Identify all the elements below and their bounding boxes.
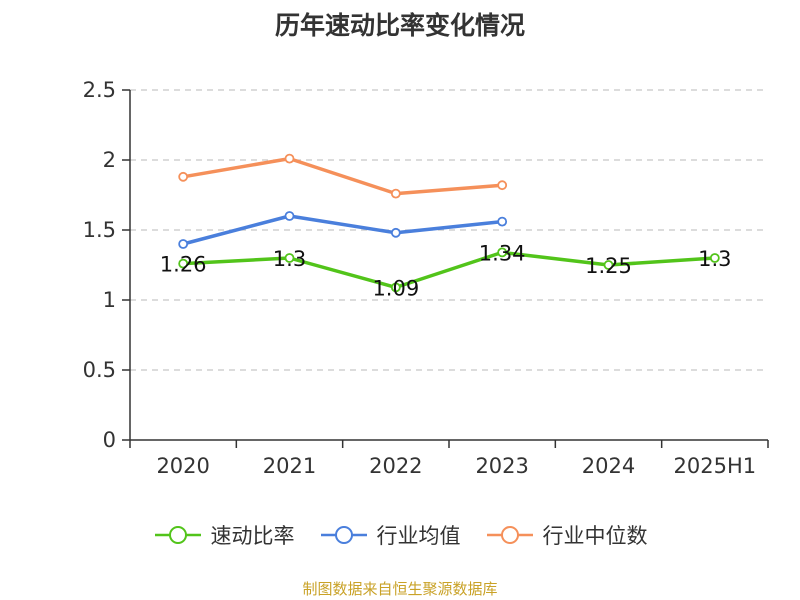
series-line — [182, 156, 503, 196]
y-tick-label: 2 — [103, 148, 116, 172]
legend-label: 速动比率 — [210, 524, 295, 548]
data-point — [497, 247, 508, 258]
data-label: 1.3 — [273, 247, 306, 271]
data-label: 1.34 — [479, 241, 526, 265]
gridlines — [130, 89, 768, 371]
legend-label: 行业均值 — [376, 524, 461, 548]
data-label: 1.09 — [372, 276, 419, 300]
source-note: 制图数据来自恒生聚源数据库 — [302, 580, 498, 598]
data-point — [284, 211, 295, 221]
data-point — [709, 253, 720, 263]
series-line — [183, 250, 715, 290]
x-tick-label: 2022 — [369, 454, 422, 478]
data-label: 1.25 — [585, 254, 632, 278]
series — [178, 153, 720, 293]
legend: 速动比率 行业均值 行业中位数 — [0, 520, 800, 550]
legend-item[interactable]: 行业中位数 — [485, 520, 648, 550]
legend-item[interactable]: 行业均值 — [319, 520, 461, 550]
legend-item[interactable]: 速动比率 — [153, 520, 295, 550]
data-point — [603, 260, 614, 270]
data-labels: 1.26 1.3 1.09 1.34 1.25 1.3 — [160, 241, 732, 300]
data-point — [178, 239, 189, 249]
y-tick-label: 1 — [103, 288, 116, 312]
data-point — [390, 188, 401, 199]
data-label: 1.26 — [160, 253, 207, 277]
data-point — [284, 253, 295, 263]
x-tick-label: 2025H1 — [674, 454, 757, 478]
y-tick-label: 1.5 — [83, 218, 116, 242]
data-point — [390, 227, 401, 238]
data-point — [284, 153, 295, 164]
x-tick-label: 2021 — [263, 454, 316, 478]
data-point — [178, 171, 189, 182]
legend-marker-icon — [486, 526, 533, 544]
data-point — [497, 216, 508, 227]
x-tick-label: 2020 — [156, 454, 209, 478]
axes: 0 0.5 1 1.5 2 2.5 2020 2021 2022 2023 2024 2025H1 — [83, 78, 769, 478]
legend-marker-icon — [154, 526, 201, 544]
chart-title: 历年速动比率变化情况 — [274, 11, 525, 40]
series-line — [182, 214, 503, 246]
x-tick-label: 2024 — [582, 454, 635, 478]
data-point — [178, 258, 189, 269]
x-tick-label: 2023 — [475, 454, 528, 478]
data-point — [390, 282, 401, 293]
legend-label: 行业中位数 — [542, 524, 648, 548]
legend-marker-icon — [320, 526, 367, 544]
y-tick-label: 2.5 — [83, 78, 116, 102]
y-tick-label: 0 — [103, 428, 116, 452]
data-label: 1.3 — [698, 247, 731, 271]
data-point — [497, 180, 508, 191]
y-tick-label: 0.5 — [83, 358, 116, 382]
